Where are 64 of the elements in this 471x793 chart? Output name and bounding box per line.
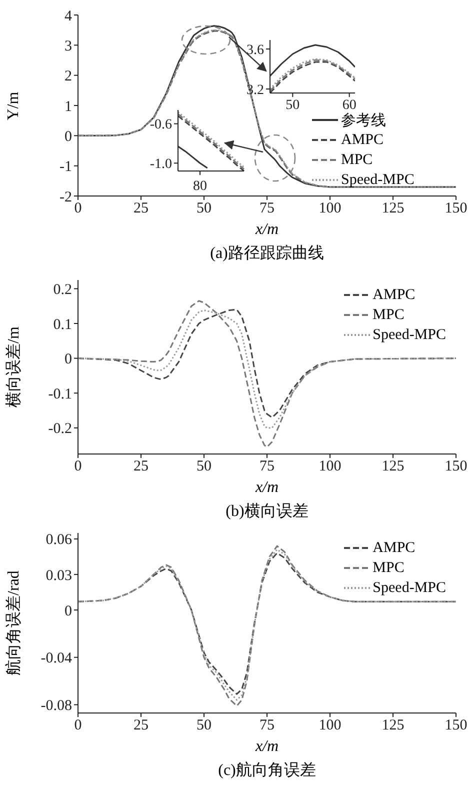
legend-label: MPC xyxy=(372,306,404,324)
legend-label: MPC xyxy=(372,560,404,576)
x-axis-title: x/m xyxy=(254,738,280,756)
y-tick-label: -0.6 xyxy=(150,118,172,133)
legend-label: Speed-MPC xyxy=(372,580,446,596)
x-tick-label: 80 xyxy=(193,179,207,194)
x-axis-title: x/m xyxy=(254,479,280,497)
text: (b)横向误差 xyxy=(224,502,310,522)
y-tick-label: 2 xyxy=(64,68,72,85)
x-tick-label: 150 xyxy=(444,458,468,475)
x-tick-label: 125 xyxy=(382,200,404,217)
x-tick-label: 100 xyxy=(318,718,342,734)
legend-label: AMPC xyxy=(372,540,416,556)
x-tick-label: 75 xyxy=(260,458,274,475)
x-axis-title: x/m xyxy=(254,221,280,239)
text: (a)路径跟踪曲线 xyxy=(209,244,325,264)
x-tick-label: 125 xyxy=(382,458,404,475)
x-tick-label: 125 xyxy=(382,718,404,734)
y-tick-label: 0.03 xyxy=(46,568,72,584)
x-tick-label: 25 xyxy=(134,718,148,734)
line-series xyxy=(78,300,456,448)
x-tick-label: 150 xyxy=(444,200,468,217)
y-tick-label: -0.08 xyxy=(40,698,72,714)
x-tick-label: 25 xyxy=(134,200,148,217)
y-axis-title: 横向误差/m xyxy=(4,326,24,408)
x-tick-label: 50 xyxy=(286,98,300,113)
x-tick-label: 50 xyxy=(196,718,212,734)
y-tick-label: 0.1 xyxy=(53,316,72,333)
y-tick-label: -0.1 xyxy=(48,386,72,402)
x-tick-label: 75 xyxy=(260,200,274,217)
legend-label: AMPC xyxy=(372,286,416,304)
line-series xyxy=(177,146,208,169)
y-tick-label: -0.04 xyxy=(40,650,72,667)
y-tick-label: -0.2 xyxy=(48,421,72,438)
x-tick-label: 25 xyxy=(134,458,148,475)
y-tick-label: 0.06 xyxy=(46,532,72,548)
y-tick-label: 0 xyxy=(64,352,72,368)
y-tick-label: 0 xyxy=(64,603,72,620)
x-tick-label: 100 xyxy=(318,200,342,217)
x-tick-label: 75 xyxy=(260,718,274,734)
x-tick-label: 100 xyxy=(318,458,342,475)
y-tick-label: -1.0 xyxy=(150,157,172,172)
y-tick-label: 0 xyxy=(64,128,72,145)
y-tick-label: 0.2 xyxy=(53,282,72,298)
x-tick-label: 50 xyxy=(196,458,212,475)
y-tick-label: -2 xyxy=(60,189,72,206)
x-tick-label: 150 xyxy=(444,718,468,734)
text: (c)航向角误差 xyxy=(217,760,317,781)
legend-label: Speed-MPC xyxy=(372,326,446,344)
x-tick-label: 60 xyxy=(342,98,356,113)
y-axis-title: Y/m xyxy=(5,91,23,120)
x-tick-label: 50 xyxy=(196,200,212,217)
legend-label: Speed-MPC xyxy=(341,172,414,188)
y-tick-label: 4 xyxy=(64,8,72,24)
y-tick-label: 3.6 xyxy=(246,42,264,58)
line-series xyxy=(270,44,355,77)
legend-label: 参考线 xyxy=(341,112,386,130)
y-tick-label: 3.2 xyxy=(246,82,264,98)
y-tick-label: 3 xyxy=(64,38,72,54)
y-tick-label: 1 xyxy=(64,98,72,115)
legend-label: AMPC xyxy=(341,132,384,148)
legend-label: MPC xyxy=(341,152,373,168)
y-tick-label: -1 xyxy=(60,159,72,176)
y-axis-title: 航向角误差/rad xyxy=(4,570,24,676)
